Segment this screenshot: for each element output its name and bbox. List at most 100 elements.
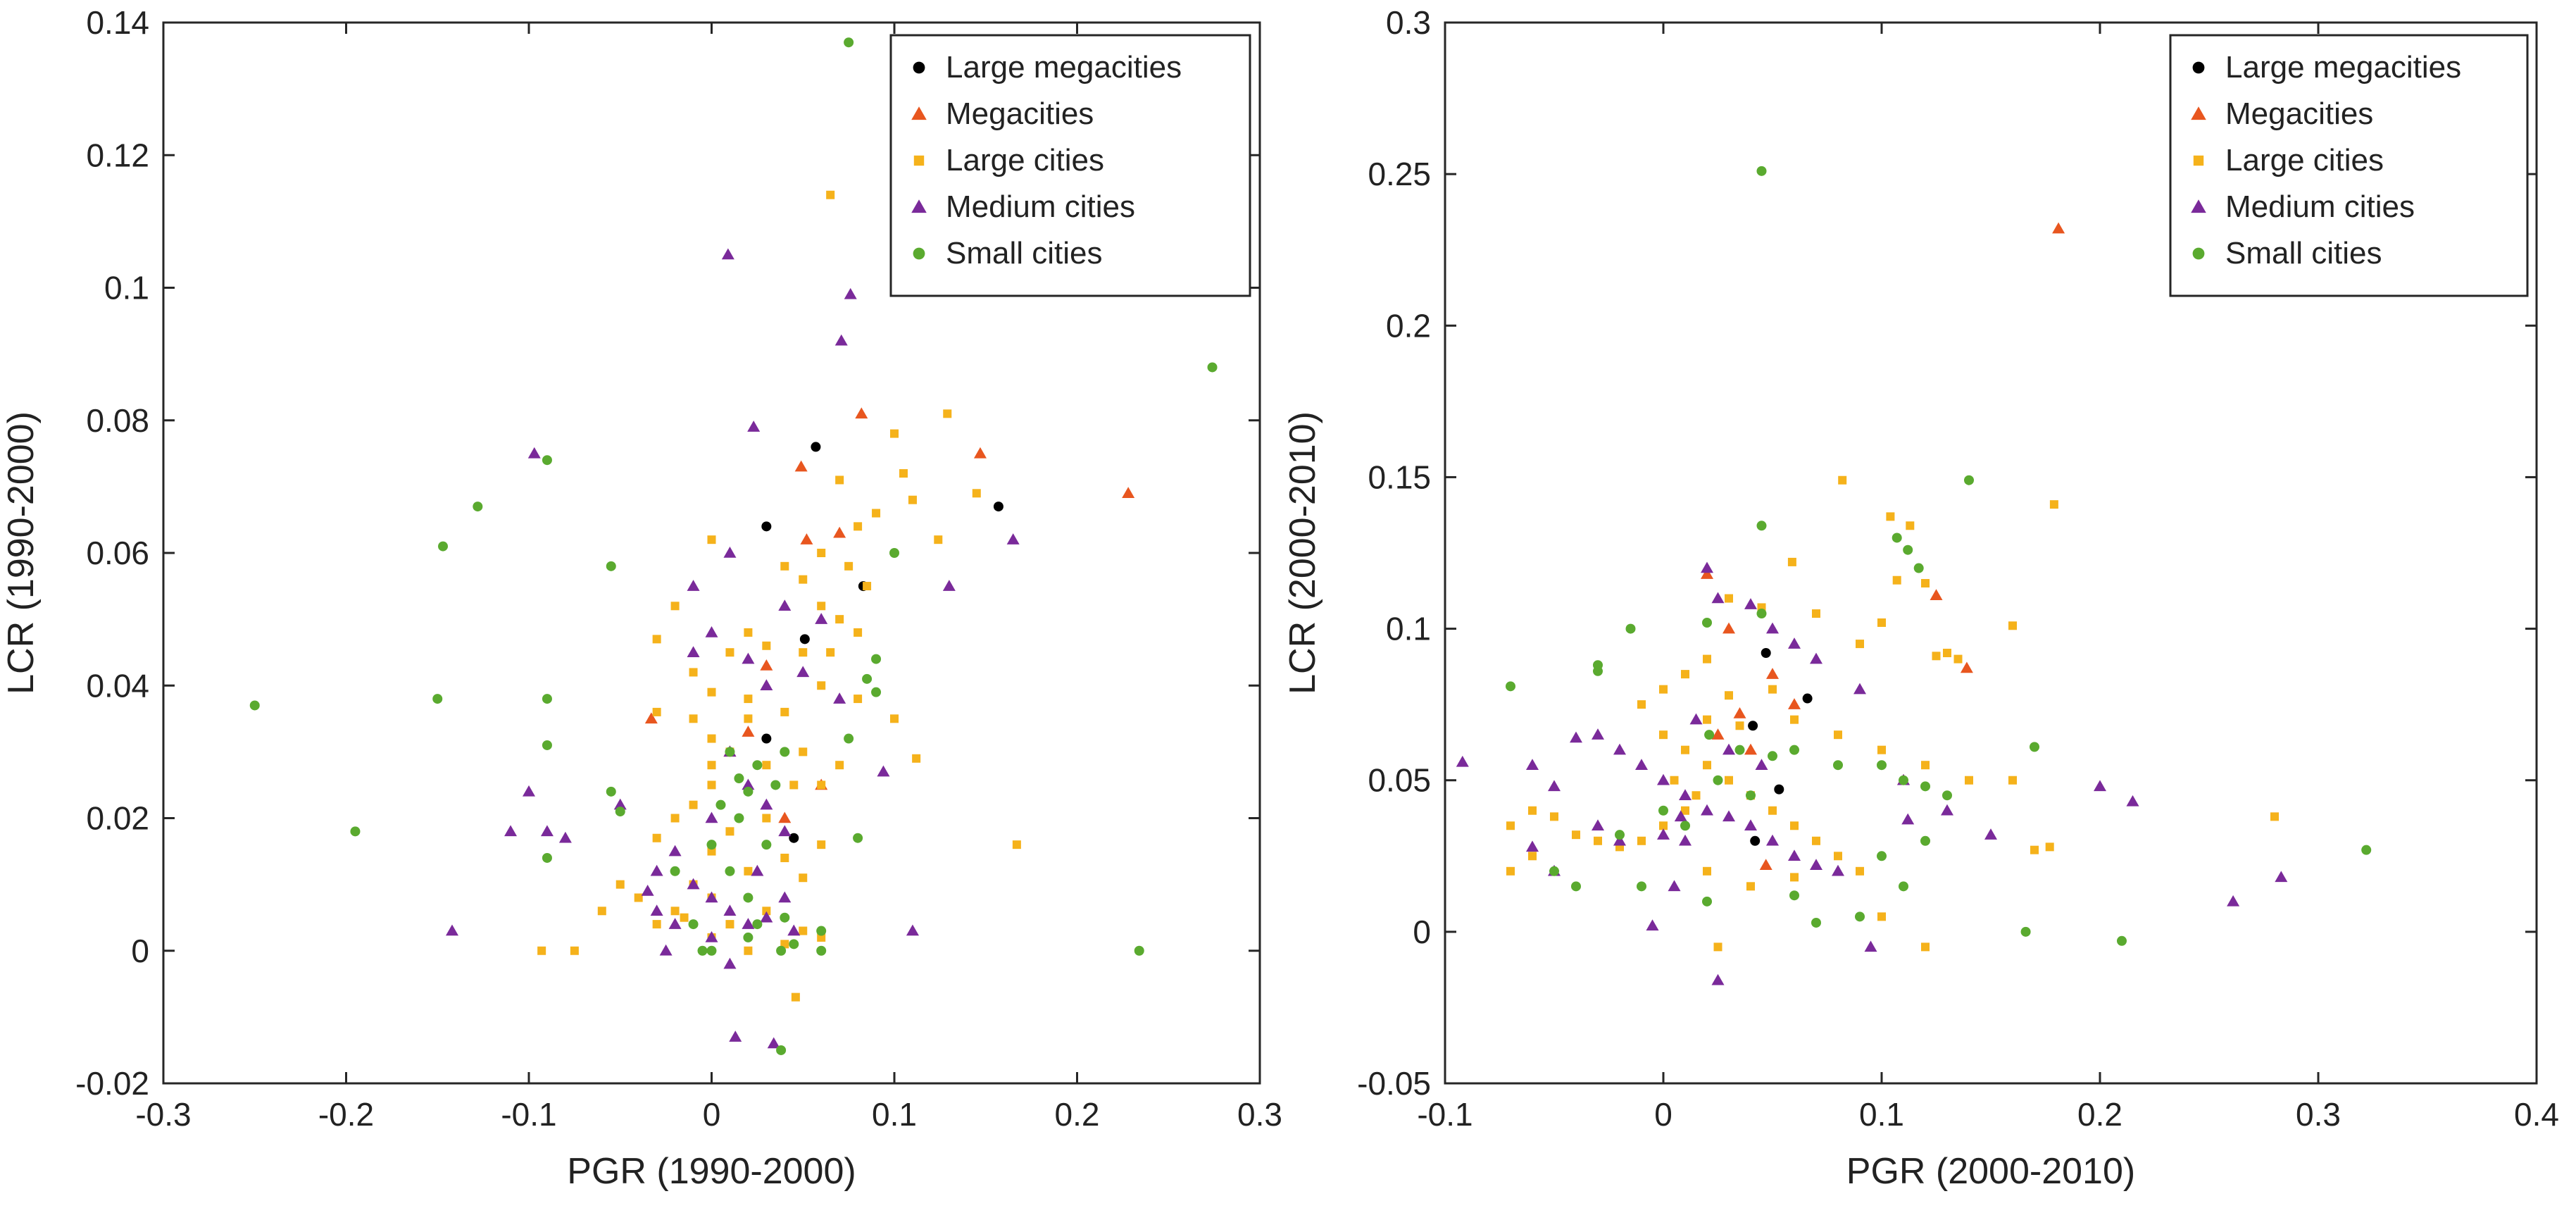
data-point <box>835 615 844 624</box>
data-point <box>1689 713 1703 725</box>
data-point <box>1625 623 1636 634</box>
data-point <box>871 654 882 664</box>
data-point <box>1920 781 1930 792</box>
data-point <box>794 460 808 472</box>
legend-marker-medium-cities <box>911 199 927 213</box>
data-point <box>761 521 772 532</box>
data-point <box>761 840 772 850</box>
data-point <box>799 747 808 757</box>
data-point <box>1886 512 1895 521</box>
data-point <box>1646 919 1659 931</box>
data-point <box>2227 895 2240 907</box>
data-point <box>780 561 789 571</box>
x-tick-label: 0 <box>703 1096 721 1133</box>
data-point <box>1549 866 1559 876</box>
y-tick-label: 0.06 <box>86 535 149 571</box>
data-point <box>1748 721 1758 731</box>
data-point <box>972 489 981 498</box>
data-point <box>1658 805 1668 816</box>
data-point <box>1921 579 1930 588</box>
data-point <box>1834 852 1842 861</box>
data-point <box>1134 945 1144 956</box>
legend-marker-large-megacities <box>2192 61 2205 74</box>
y-axis-label: LCR (2000-2010) <box>1282 411 1323 695</box>
data-point <box>789 833 799 843</box>
data-point <box>1787 557 1796 566</box>
legend-label: Small cities <box>2225 236 2382 270</box>
legend-label: Megacities <box>946 97 1094 131</box>
data-point <box>1789 890 1799 901</box>
data-point <box>1722 810 1735 822</box>
data-point <box>780 912 790 923</box>
data-point <box>1913 563 1924 573</box>
data-point <box>1701 561 1713 573</box>
data-point <box>762 907 771 916</box>
data-point <box>542 694 552 704</box>
data-point <box>1528 852 1537 861</box>
data-point <box>2008 776 2017 785</box>
data-point <box>890 714 899 723</box>
x-tick-label: -0.1 <box>1417 1096 1473 1133</box>
data-point <box>778 811 792 823</box>
data-point <box>1838 475 1847 485</box>
x-tick-label: 0.1 <box>1859 1096 1904 1133</box>
data-point <box>1759 859 1772 870</box>
data-point <box>707 687 716 697</box>
data-point <box>761 733 772 744</box>
data-point <box>1659 685 1668 694</box>
series-megacities <box>1701 222 2065 870</box>
data-point <box>1702 896 1712 907</box>
data-point <box>723 957 737 969</box>
data-point <box>687 646 700 657</box>
data-point <box>1012 840 1021 849</box>
data-point <box>799 634 810 645</box>
data-point <box>1789 745 1799 755</box>
data-point <box>1901 813 1915 825</box>
y-tick-label: 0.3 <box>1386 4 1431 41</box>
data-point <box>1788 637 1801 649</box>
legend: Large megacities Megacities Large cities Me… <box>889 34 1251 297</box>
legend-label: Medium cities <box>946 189 1135 224</box>
data-point <box>817 602 826 611</box>
data-point <box>2030 742 2039 752</box>
data-point <box>1920 835 1930 846</box>
legend-marker-large-cities <box>913 155 925 166</box>
data-point <box>2361 845 2372 855</box>
data-point <box>770 780 781 790</box>
data-point <box>742 918 755 929</box>
data-point <box>854 522 863 531</box>
data-point <box>1701 804 1713 816</box>
data-point <box>1856 640 1864 649</box>
data-point <box>1548 780 1561 792</box>
x-tick-label: 0.4 <box>2514 1096 2559 1133</box>
x-ticks: -0.1 0 0.1 0.2 0.3 0.4 <box>1417 23 2559 1133</box>
data-point <box>734 813 744 823</box>
data-point <box>473 502 483 512</box>
data-point <box>1855 911 1865 922</box>
data-point <box>743 786 754 797</box>
y-tick-label: 0.08 <box>86 402 149 439</box>
data-point <box>780 747 790 757</box>
data-point <box>751 864 764 876</box>
data-point <box>762 641 771 650</box>
data-point <box>1906 521 1915 530</box>
data-point <box>1528 806 1537 815</box>
data-point <box>1892 533 1902 543</box>
data-point <box>1856 866 1864 876</box>
data-point <box>1733 707 1746 718</box>
data-point <box>1674 810 1687 822</box>
data-point <box>725 920 734 929</box>
data-point <box>1941 804 1953 816</box>
legend-marker-large-megacities <box>913 61 925 74</box>
data-point <box>2126 795 2139 807</box>
data-point <box>787 924 801 936</box>
data-point <box>871 687 882 697</box>
data-point <box>1635 759 1648 770</box>
data-point <box>1703 866 1711 876</box>
data-point <box>652 833 661 842</box>
data-point <box>799 873 808 883</box>
data-point <box>650 904 663 916</box>
data-point <box>689 668 698 677</box>
data-point <box>350 826 361 837</box>
series-large-megacities <box>1748 647 1813 846</box>
